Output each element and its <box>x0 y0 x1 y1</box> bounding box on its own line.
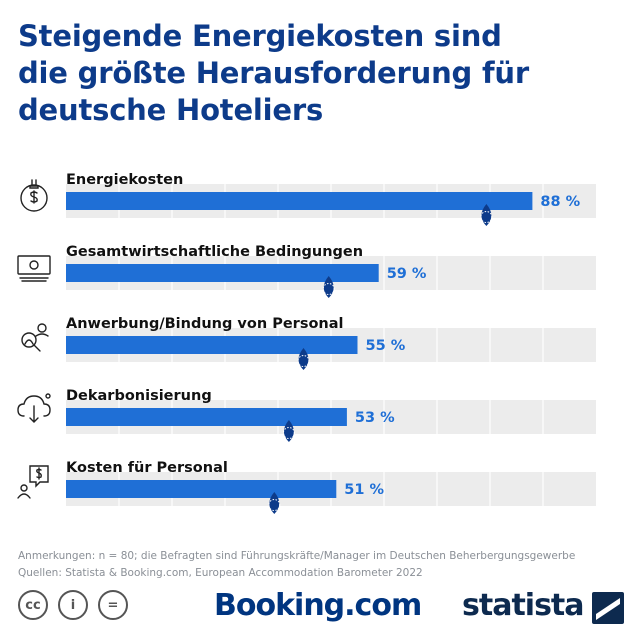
value-label: 51 % <box>344 482 384 498</box>
euro-marker-icon <box>283 420 294 442</box>
value-label: 59 % <box>387 266 427 282</box>
plug-dollar-icon <box>20 179 48 212</box>
bar <box>66 408 347 426</box>
cc-icon: cc <box>18 590 48 620</box>
euro-marker-stars <box>322 283 335 295</box>
title-line-2: die größte Herausforderung für <box>18 56 529 90</box>
euro-marker-stars <box>282 427 295 439</box>
value-label: 53 % <box>355 410 395 426</box>
euro-marker-icon <box>298 348 309 370</box>
notes: Anmerkungen: n = 80; die Befragten sind … <box>18 548 628 582</box>
title-line-1: Steigende Energiekosten sind <box>18 19 502 53</box>
category-label: Energiekosten <box>66 172 183 188</box>
euro-marker-stars <box>297 355 310 367</box>
euro-marker-stars <box>268 499 281 511</box>
by-icon: i <box>58 590 88 620</box>
category-label: Kosten für Personal <box>66 460 228 476</box>
value-label: 88 % <box>540 194 580 210</box>
category-label: Anwerbung/Bindung von Personal <box>66 316 344 332</box>
category-label: Gesamtwirtschaftliche Bedingungen <box>66 244 363 260</box>
statista-mark-icon <box>592 592 624 624</box>
banknote-icon <box>17 255 51 282</box>
footer: cc i = Booking.com statista <box>0 588 642 632</box>
bar-chart: Energiekosten 88 % Gesamtwirtschaftliche B… <box>17 172 596 514</box>
title-line-3: deutsche Hoteliers <box>18 93 324 127</box>
euro-marker-stars <box>480 211 493 223</box>
notes-line-1: Anmerkungen: n = 80; die Befragten sind … <box>18 550 576 562</box>
chart-title: Steigende Energiekosten sind die größte … <box>18 18 618 129</box>
bar <box>66 264 379 282</box>
statista-logo: statista <box>462 588 585 623</box>
people-search-icon <box>21 323 49 352</box>
bar <box>66 480 337 498</box>
bar <box>66 192 533 210</box>
category-label: Dekarbonisierung <box>66 388 212 404</box>
nd-icon: = <box>98 590 128 620</box>
euro-marker-icon <box>481 204 492 226</box>
euro-marker-icon <box>269 492 280 514</box>
cloud-download-icon <box>17 393 51 423</box>
value-label: 55 % <box>366 338 406 354</box>
notes-line-2: Quellen: Statista & Booking.com, Europea… <box>18 567 423 579</box>
chat-dollar-icon <box>17 465 49 499</box>
bar <box>66 336 358 354</box>
euro-marker-icon <box>323 276 334 298</box>
booking-logo: Booking.com <box>214 588 422 623</box>
